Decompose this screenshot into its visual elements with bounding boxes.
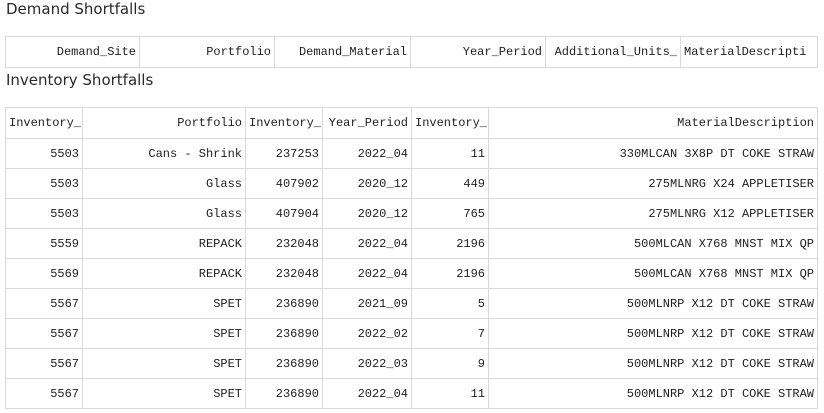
cell-portfolio: REPACK — [82, 258, 246, 289]
cell-material-description: 500MLCAN X768 MNST MIX QP — [488, 258, 818, 289]
cell-inventory-units: 5 — [411, 288, 489, 319]
column-header-portfolio[interactable]: Portfolio — [82, 107, 246, 139]
cell-inventory-site: 5569 — [5, 258, 83, 289]
cell-material-description: 500MLNRP X12 DT COKE STRAW — [488, 378, 818, 409]
cell-inventory-units: 765 — [411, 198, 489, 229]
cell-material-description: 330MLCAN 3X8P DT COKE STRAW — [488, 138, 818, 169]
cell-inventory-material: 407904 — [245, 198, 323, 229]
cell-inventory-units: 2196 — [411, 228, 489, 259]
cell-inventory-units: 9 — [411, 348, 489, 379]
cell-inventory-material: 236890 — [245, 288, 323, 319]
cell-inventory-site: 5503 — [5, 138, 83, 169]
cell-inventory-units: 7 — [411, 318, 489, 349]
cell-year-period: 2021_09 — [322, 288, 412, 319]
cell-year-period: 2022_02 — [322, 318, 412, 349]
cell-inventory-units: 11 — [411, 138, 489, 169]
cell-inventory-units: 11 — [411, 378, 489, 409]
cell-inventory-site: 5567 — [5, 348, 83, 379]
table-row: 5559 REPACK 232048 2022_04 2196 500MLCAN X768… — [5, 228, 818, 259]
cell-material-description: 500MLNRP X12 DT COKE STRAW — [488, 318, 818, 349]
cell-material-description: 500MLCAN X768 MNST MIX QP — [488, 228, 818, 259]
cell-inventory-material: 236890 — [245, 318, 323, 349]
cell-portfolio: SPET — [82, 288, 246, 319]
cell-year-period: 2022_03 — [322, 348, 412, 379]
table-row: 5567 SPET 236890 2021_09 5 500MLNRP X12 DT CO… — [5, 288, 818, 319]
cell-inventory-material: 232048 — [245, 228, 323, 259]
cell-portfolio: REPACK — [82, 228, 246, 259]
demand-header-row: Demand_Site Portfolio Demand_Material Ye… — [5, 36, 818, 68]
column-header-additional-units[interactable]: Additional_Units_ — [545, 36, 681, 68]
column-header-material-description[interactable]: MaterialDescripti — [680, 36, 818, 68]
cell-year-period: 2022_04 — [322, 228, 412, 259]
column-header-demand-material[interactable]: Demand_Material — [274, 36, 411, 68]
cell-inventory-site: 5567 — [5, 318, 83, 349]
cell-inventory-material: 236890 — [245, 378, 323, 409]
table-row: 5567 SPET 236890 2022_02 7 500MLNRP X12 DT CO… — [5, 318, 818, 349]
cell-inventory-units: 2196 — [411, 258, 489, 289]
column-header-inventory-units[interactable]: Inventory_ — [411, 107, 489, 139]
cell-inventory-site: 5567 — [5, 288, 83, 319]
cell-portfolio: Cans - Shrink — [82, 138, 246, 169]
cell-portfolio: SPET — [82, 378, 246, 409]
table-row: 5503 Glass 407904 2020_12 765 275MLNRG X12 AP… — [5, 198, 818, 229]
cell-material-description: 500MLNRP X12 DT COKE STRAW — [488, 348, 818, 379]
column-header-portfolio[interactable]: Portfolio — [139, 36, 275, 68]
cell-inventory-units: 449 — [411, 168, 489, 199]
cell-inventory-site: 5503 — [5, 198, 83, 229]
cell-inventory-material: 237253 — [245, 138, 323, 169]
column-header-inventory-site[interactable]: Inventory_ — [5, 107, 83, 139]
table-row: 5567 SPET 236890 2022_03 9 500MLNRP X12 DT CO… — [5, 348, 818, 379]
column-header-year-period[interactable]: Year_Period — [410, 36, 546, 68]
cell-year-period: 2022_04 — [322, 258, 412, 289]
table-row: 5567 SPET 236890 2022_04 11 500MLNRP X12 DT C… — [5, 378, 818, 409]
cell-inventory-material: 236890 — [245, 348, 323, 379]
cell-inventory-material: 407902 — [245, 168, 323, 199]
column-header-year-period[interactable]: Year_Period — [322, 107, 412, 139]
table-row: 5503 Cans - Shrink 237253 2022_04 11 330MLCAN… — [5, 138, 818, 169]
cell-material-description: 500MLNRP X12 DT COKE STRAW — [488, 288, 818, 319]
column-header-demand-site[interactable]: Demand_Site — [5, 36, 140, 68]
cell-portfolio: Glass — [82, 168, 246, 199]
cell-portfolio: Glass — [82, 198, 246, 229]
demand-shortfalls-table: Demand_Site Portfolio Demand_Material Ye… — [5, 36, 818, 68]
cell-inventory-site: 5503 — [5, 168, 83, 199]
cell-inventory-material: 232048 — [245, 258, 323, 289]
cell-inventory-site: 5559 — [5, 228, 83, 259]
column-header-material-description[interactable]: MaterialDescription — [488, 107, 818, 139]
cell-inventory-site: 5567 — [5, 378, 83, 409]
column-header-inventory-material[interactable]: Inventory_ — [245, 107, 323, 139]
demand-shortfalls-title: Demand Shortfalls — [6, 0, 146, 18]
cell-year-period: 2020_12 — [322, 168, 412, 199]
cell-material-description: 275MLNRG X24 APPLETISER — [488, 168, 818, 199]
table-row: 5503 Glass 407902 2020_12 449 275MLNRG X24 AP… — [5, 168, 818, 199]
cell-portfolio: SPET — [82, 348, 246, 379]
cell-portfolio: SPET — [82, 318, 246, 349]
table-row: 5569 REPACK 232048 2022_04 2196 500MLCAN X768… — [5, 258, 818, 289]
cell-year-period: 2022_04 — [322, 378, 412, 409]
cell-year-period: 2022_04 — [322, 138, 412, 169]
inventory-shortfalls-table: Inventory_ Portfolio Inventory_ Year_Per… — [5, 107, 818, 409]
inventory-header-row: Inventory_ Portfolio Inventory_ Year_Per… — [5, 107, 818, 139]
cell-year-period: 2020_12 — [322, 198, 412, 229]
cell-material-description: 275MLNRG X12 APPLETISER — [488, 198, 818, 229]
inventory-shortfalls-title: Inventory Shortfalls — [6, 71, 154, 89]
